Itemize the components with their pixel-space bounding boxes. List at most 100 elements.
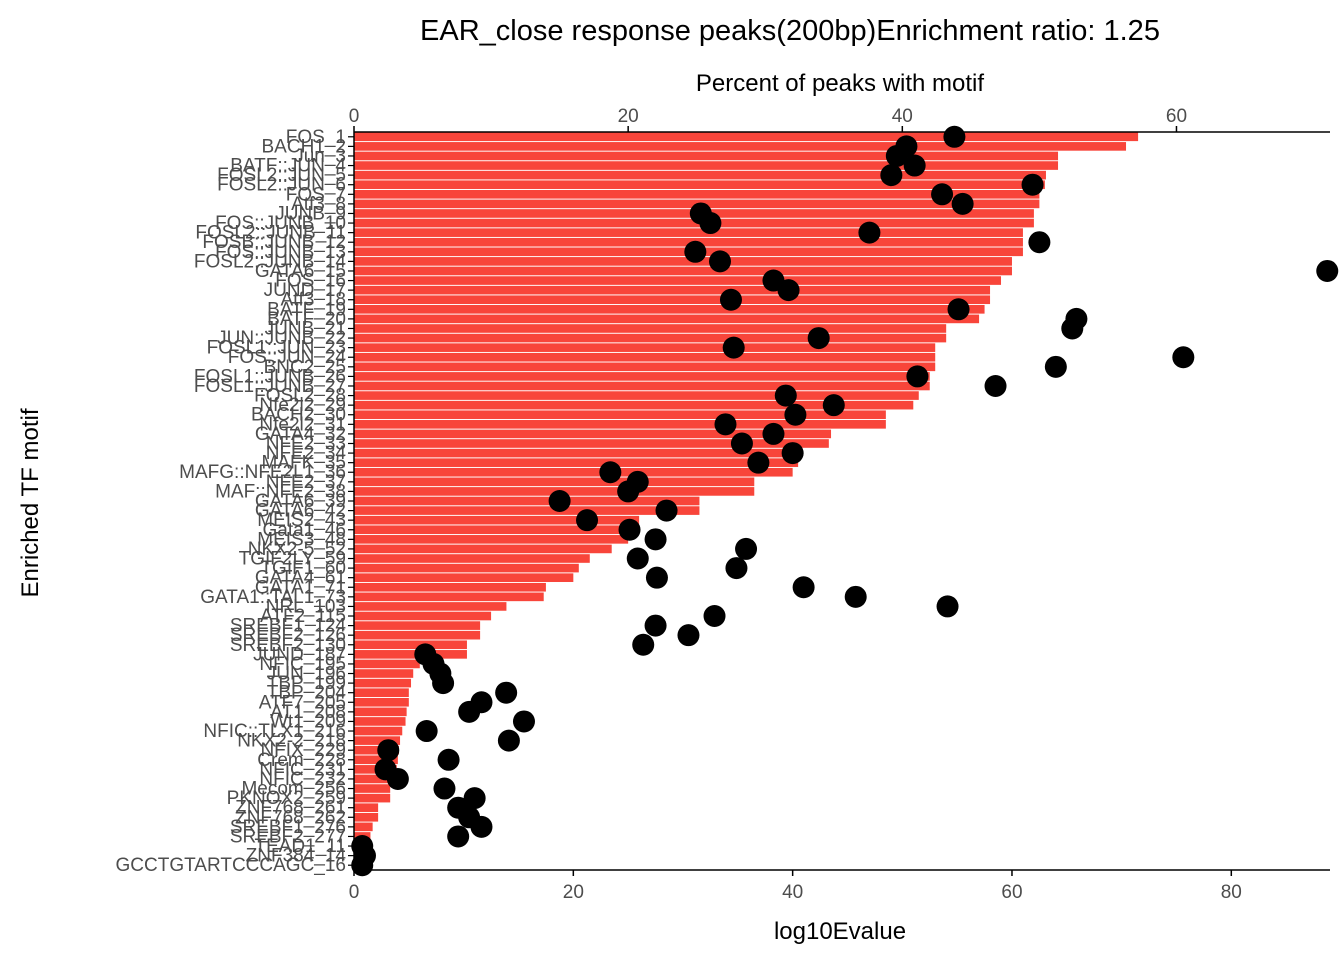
- chart-title: EAR_close response peaks(200bp)Enrichmen…: [420, 15, 1160, 47]
- point: [735, 537, 758, 560]
- point: [377, 739, 400, 762]
- bar: [354, 793, 391, 803]
- bar: [354, 582, 546, 592]
- bar: [354, 276, 1002, 285]
- y-tick-label: Jun_3: [294, 146, 346, 167]
- y-tick-label: GATA1::TAL1_73: [200, 587, 346, 608]
- bar: [354, 304, 985, 314]
- point: [1316, 259, 1339, 282]
- bar: [354, 602, 507, 611]
- point: [784, 403, 807, 426]
- bar: [354, 487, 755, 496]
- bar: [354, 812, 379, 822]
- point: [807, 327, 830, 350]
- x-tick-label: 20: [563, 882, 584, 903]
- point: [1172, 346, 1195, 369]
- y-tick-label: NFE2_34: [266, 443, 347, 464]
- point: [684, 240, 707, 263]
- bar: [354, 592, 544, 602]
- y-tick-label: SREBF1_124: [230, 616, 347, 637]
- y-tick-label: BATF::JUN_4: [230, 156, 346, 177]
- point: [495, 681, 518, 704]
- bar: [354, 324, 947, 333]
- point: [931, 183, 954, 206]
- bars-layer: [354, 132, 1139, 870]
- y-tick-label: BACH2_30: [251, 405, 346, 426]
- bar: [354, 180, 1045, 190]
- point: [774, 384, 797, 407]
- bar: [354, 630, 481, 640]
- y-tick-label: SREBF1_276: [230, 817, 346, 838]
- point: [747, 451, 770, 474]
- y-axis-title: Enriched TF motif: [17, 408, 44, 597]
- y-tick-label: FOSL1::JUNB_26: [194, 366, 346, 387]
- point: [458, 700, 481, 723]
- y-tick-label: FOSL1::JUNB_27: [194, 376, 346, 397]
- y-tick-label: NFIX_229: [260, 740, 346, 761]
- y-tick-label: NFE2_33: [266, 433, 346, 454]
- bar: [354, 228, 1023, 237]
- y-tick-label: BACH1_2: [262, 136, 347, 157]
- point: [415, 720, 438, 743]
- bar: [354, 266, 1012, 276]
- point: [512, 710, 535, 733]
- bar: [354, 142, 1127, 151]
- bar: [354, 257, 1012, 266]
- point: [386, 767, 409, 790]
- bar: [354, 151, 1059, 161]
- bar: [354, 745, 399, 755]
- y-tick-label: FOSL2::JUN_6: [217, 175, 346, 196]
- bar: [354, 736, 401, 745]
- x-tick-label: 60: [1001, 882, 1022, 903]
- y-tick-label: FOSL2::JUNB_11: [195, 223, 346, 244]
- bar: [354, 640, 467, 650]
- y-tick-label: Nfe2l2_29: [259, 395, 346, 416]
- point: [777, 279, 800, 302]
- point: [906, 365, 929, 388]
- point: [844, 585, 867, 608]
- y-tick-label: GATA6_15: [255, 261, 346, 282]
- y-tick-label: FOSB::JUNB_12: [202, 232, 346, 253]
- y-tick-label: FOS::JUNB_13: [215, 242, 346, 263]
- bar: [354, 707, 407, 717]
- bar: [354, 573, 574, 582]
- bar: [354, 544, 612, 554]
- point: [548, 490, 571, 512]
- y-tick-label: GATA4_61: [255, 568, 346, 589]
- point: [655, 499, 678, 522]
- y-tick-label: FOS::JUN_24: [228, 347, 347, 368]
- y-tick-label: NKX2-5_52: [248, 539, 346, 560]
- bar: [354, 314, 980, 324]
- y-tick-label: FOS_1: [286, 127, 346, 148]
- y-tick-label: NFIC_232: [259, 769, 346, 790]
- point: [951, 192, 974, 215]
- bar: [354, 659, 420, 669]
- y-tick-label: GATA6_39: [255, 491, 346, 512]
- bar: [354, 295, 991, 305]
- point: [858, 221, 881, 244]
- y-tick-label: JUND_17: [264, 280, 346, 301]
- y-tick-label: SREBF2_130: [230, 635, 346, 656]
- y-tick-label: JUN_196: [267, 664, 346, 685]
- bar: [354, 477, 755, 487]
- top-axis-title: Percent of peaks with motif: [696, 70, 984, 97]
- bar: [354, 621, 481, 630]
- point: [645, 566, 668, 589]
- y-tick-label: BATF_19: [267, 299, 346, 320]
- bar: [354, 381, 930, 391]
- y-tick-label: GATA6_42: [255, 501, 346, 522]
- bar: [354, 420, 886, 429]
- point: [644, 528, 667, 551]
- bar: [354, 189, 1040, 199]
- bar: [354, 429, 832, 439]
- bar: [354, 688, 409, 698]
- point: [885, 144, 908, 167]
- bar: [354, 563, 579, 573]
- top-tick-label: 40: [892, 106, 913, 127]
- bar: [354, 170, 1046, 180]
- y-tick-label: FOSL1::JUN_23: [207, 338, 346, 359]
- top-tick-label: 60: [1166, 106, 1187, 127]
- y-tick-label: Nfe2l2_31: [259, 414, 346, 435]
- point: [822, 394, 845, 417]
